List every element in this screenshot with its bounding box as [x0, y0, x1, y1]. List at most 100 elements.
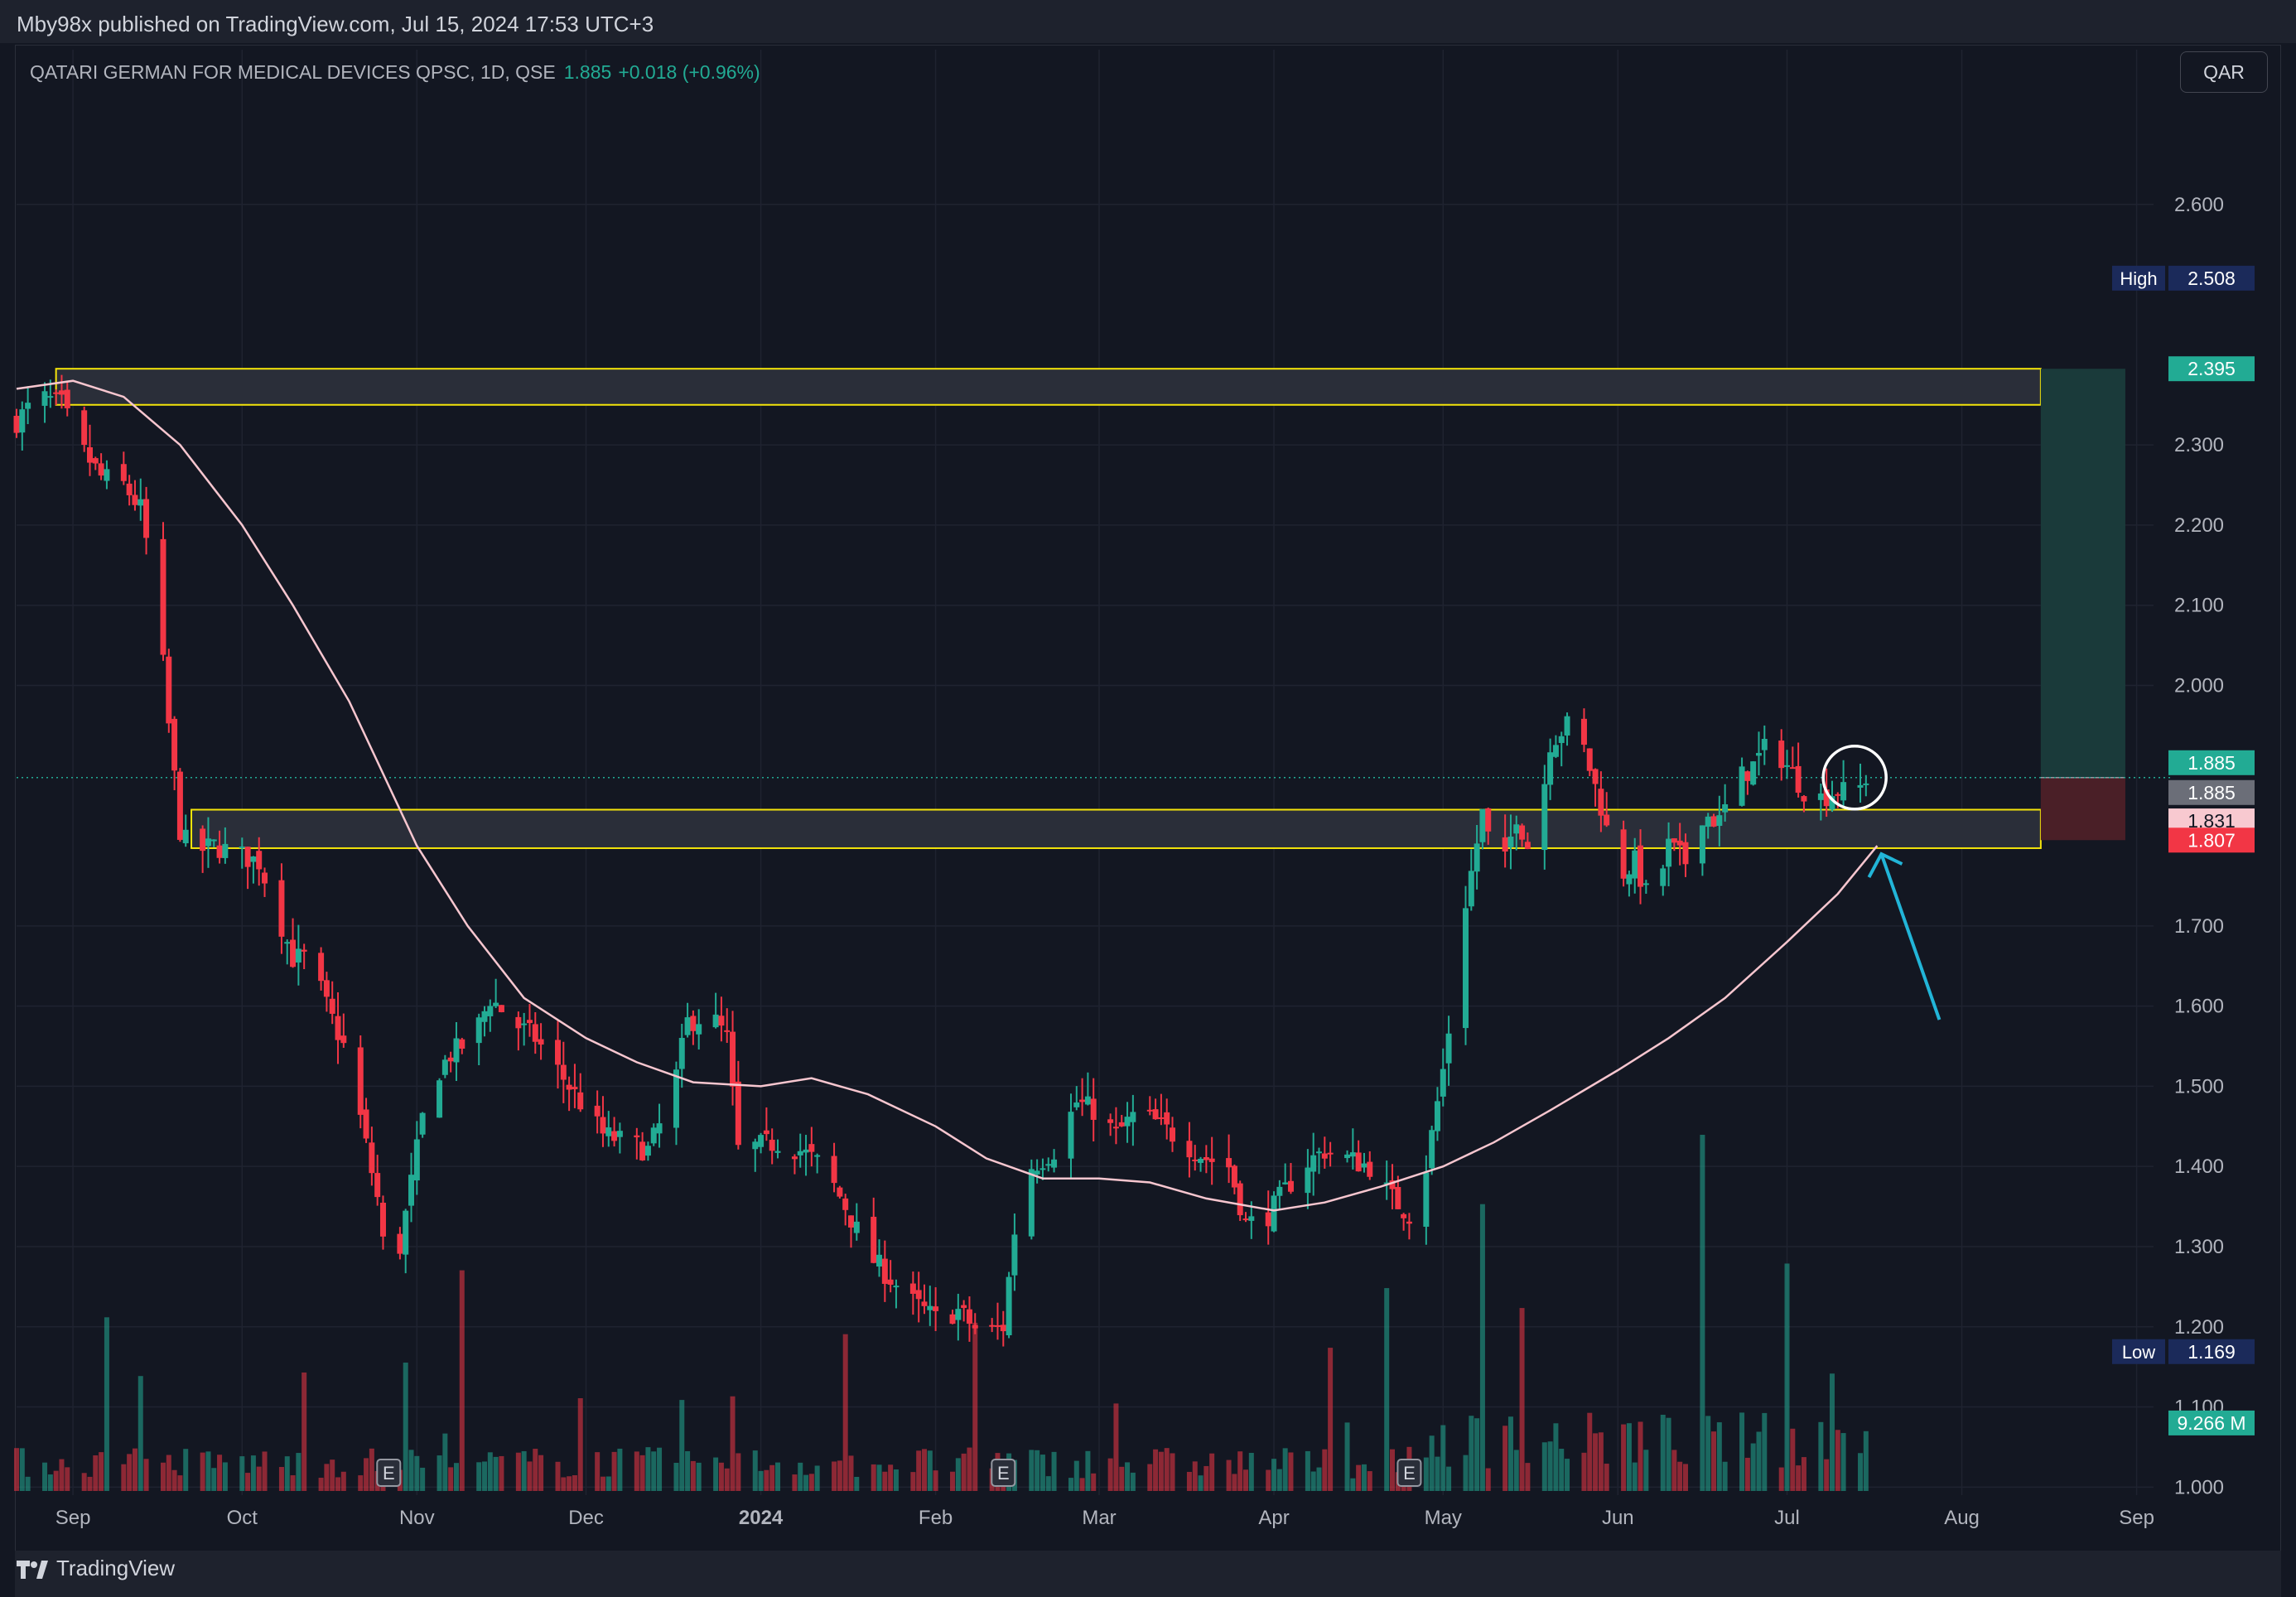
symbol-name[interactable]: QATARI GERMAN FOR MEDICAL DEVICES QPSC, … — [30, 61, 556, 83]
volume-bar — [673, 1462, 679, 1491]
candle-body — [1863, 783, 1869, 785]
volume-bar — [1677, 1461, 1683, 1491]
currency-button[interactable]: QAR — [2180, 51, 2268, 93]
candle-body — [791, 1156, 798, 1160]
price-label: 1.885 — [2168, 779, 2255, 805]
volume-bar — [324, 1464, 330, 1491]
candle-body — [1445, 1033, 1452, 1064]
candle-body — [1028, 1169, 1035, 1237]
x-axis-label: Mar — [1082, 1507, 1116, 1529]
volume-bar — [1045, 1476, 1051, 1491]
x-axis-label: Dec — [568, 1507, 604, 1529]
volume-bar — [567, 1476, 572, 1491]
price-label: 1.807 — [2168, 827, 2255, 853]
volume-bar — [364, 1458, 369, 1491]
candle-body — [893, 1286, 900, 1288]
brand-name: TradingView — [56, 1555, 176, 1580]
candle-body — [1068, 1112, 1074, 1159]
candle-body — [1051, 1159, 1058, 1168]
volume-bar — [685, 1450, 691, 1491]
volume-bar — [1158, 1451, 1164, 1491]
volume-bar — [724, 1468, 730, 1491]
volume-bar — [837, 1460, 842, 1491]
chart-pane[interactable] — [15, 45, 2281, 1552]
earnings-marker — [376, 1459, 402, 1487]
candle-body — [577, 1092, 584, 1110]
volume-bar — [482, 1461, 488, 1491]
volume-bar — [764, 1469, 769, 1491]
candle-body — [262, 872, 268, 884]
price-label: Low 1.169 — [2112, 1339, 2255, 1364]
symbol-legend[interactable]: QATARI GERMAN FOR MEDICAL DEVICES QPSC, … — [30, 61, 760, 84]
candle-body — [1198, 1158, 1204, 1163]
candle-body — [1034, 1170, 1040, 1175]
candle-body — [357, 1047, 364, 1115]
candle-body — [340, 1035, 347, 1044]
candle-body — [1130, 1112, 1136, 1122]
volume-bar — [1626, 1423, 1632, 1491]
volume-bar — [1322, 1449, 1328, 1491]
candle-body — [1558, 736, 1565, 743]
candle-body — [1778, 741, 1785, 769]
candle-body — [1265, 1212, 1271, 1227]
candle-body — [447, 1057, 454, 1062]
volume-bar — [1643, 1450, 1649, 1491]
position-target-area — [2040, 369, 2125, 778]
candle-body — [881, 1258, 888, 1284]
candle-body — [1440, 1069, 1446, 1097]
volume-bar — [358, 1475, 364, 1491]
candle-body — [1423, 1172, 1430, 1227]
volume-bar — [634, 1451, 639, 1491]
volume-bar — [160, 1462, 166, 1491]
candle-body — [758, 1135, 765, 1147]
candle-body — [329, 998, 335, 1014]
volume-bar — [459, 1270, 465, 1491]
volume-bar — [967, 1447, 972, 1491]
candle-body — [949, 1314, 956, 1324]
candle-body — [696, 1024, 702, 1035]
candle-body — [955, 1309, 962, 1320]
volume-bar — [1587, 1412, 1593, 1491]
candle-body — [41, 391, 48, 406]
volume-bar — [1503, 1426, 1508, 1491]
candle-body — [1468, 871, 1474, 907]
volume-bar — [93, 1455, 99, 1491]
volume-bar — [1147, 1464, 1153, 1491]
y-tick-label: 1.000 — [2174, 1476, 2224, 1498]
volume-bar — [437, 1455, 442, 1491]
tradingview-brand[interactable]: TradingView — [17, 1554, 175, 1582]
volume-bar — [600, 1476, 605, 1491]
candle-body — [1462, 908, 1469, 1029]
candle-body — [1090, 1098, 1097, 1120]
volume-bar — [1107, 1458, 1113, 1491]
volume-bar — [1316, 1467, 1322, 1491]
volume-bar — [1829, 1373, 1835, 1491]
last-price: 1.885 — [563, 61, 612, 83]
candle-body — [475, 1017, 482, 1044]
volume-bar — [420, 1467, 426, 1491]
volume-bar — [1671, 1450, 1677, 1491]
candle-body — [166, 656, 172, 724]
candle-body — [318, 953, 325, 982]
volume-bar — [47, 1474, 53, 1491]
volume-bar — [1039, 1455, 1045, 1491]
candle-body — [64, 389, 70, 408]
candle-body — [86, 447, 93, 463]
volume-bar — [736, 1453, 741, 1491]
candle-body — [1226, 1158, 1232, 1168]
candle-body — [1006, 1276, 1012, 1336]
candle-body — [1344, 1154, 1351, 1159]
candle-body — [104, 469, 110, 481]
candle-body — [1158, 1117, 1165, 1119]
volume-bar — [848, 1455, 854, 1491]
volume-bar — [814, 1465, 820, 1491]
volume-bar — [842, 1334, 848, 1491]
candle-body — [1073, 1102, 1080, 1107]
candle-body — [205, 838, 211, 847]
earnings-marker — [1396, 1459, 1422, 1487]
candle-body — [1580, 718, 1587, 745]
volume-bar — [1519, 1308, 1525, 1491]
volume-bar — [538, 1455, 544, 1491]
candle-body — [718, 1016, 725, 1026]
